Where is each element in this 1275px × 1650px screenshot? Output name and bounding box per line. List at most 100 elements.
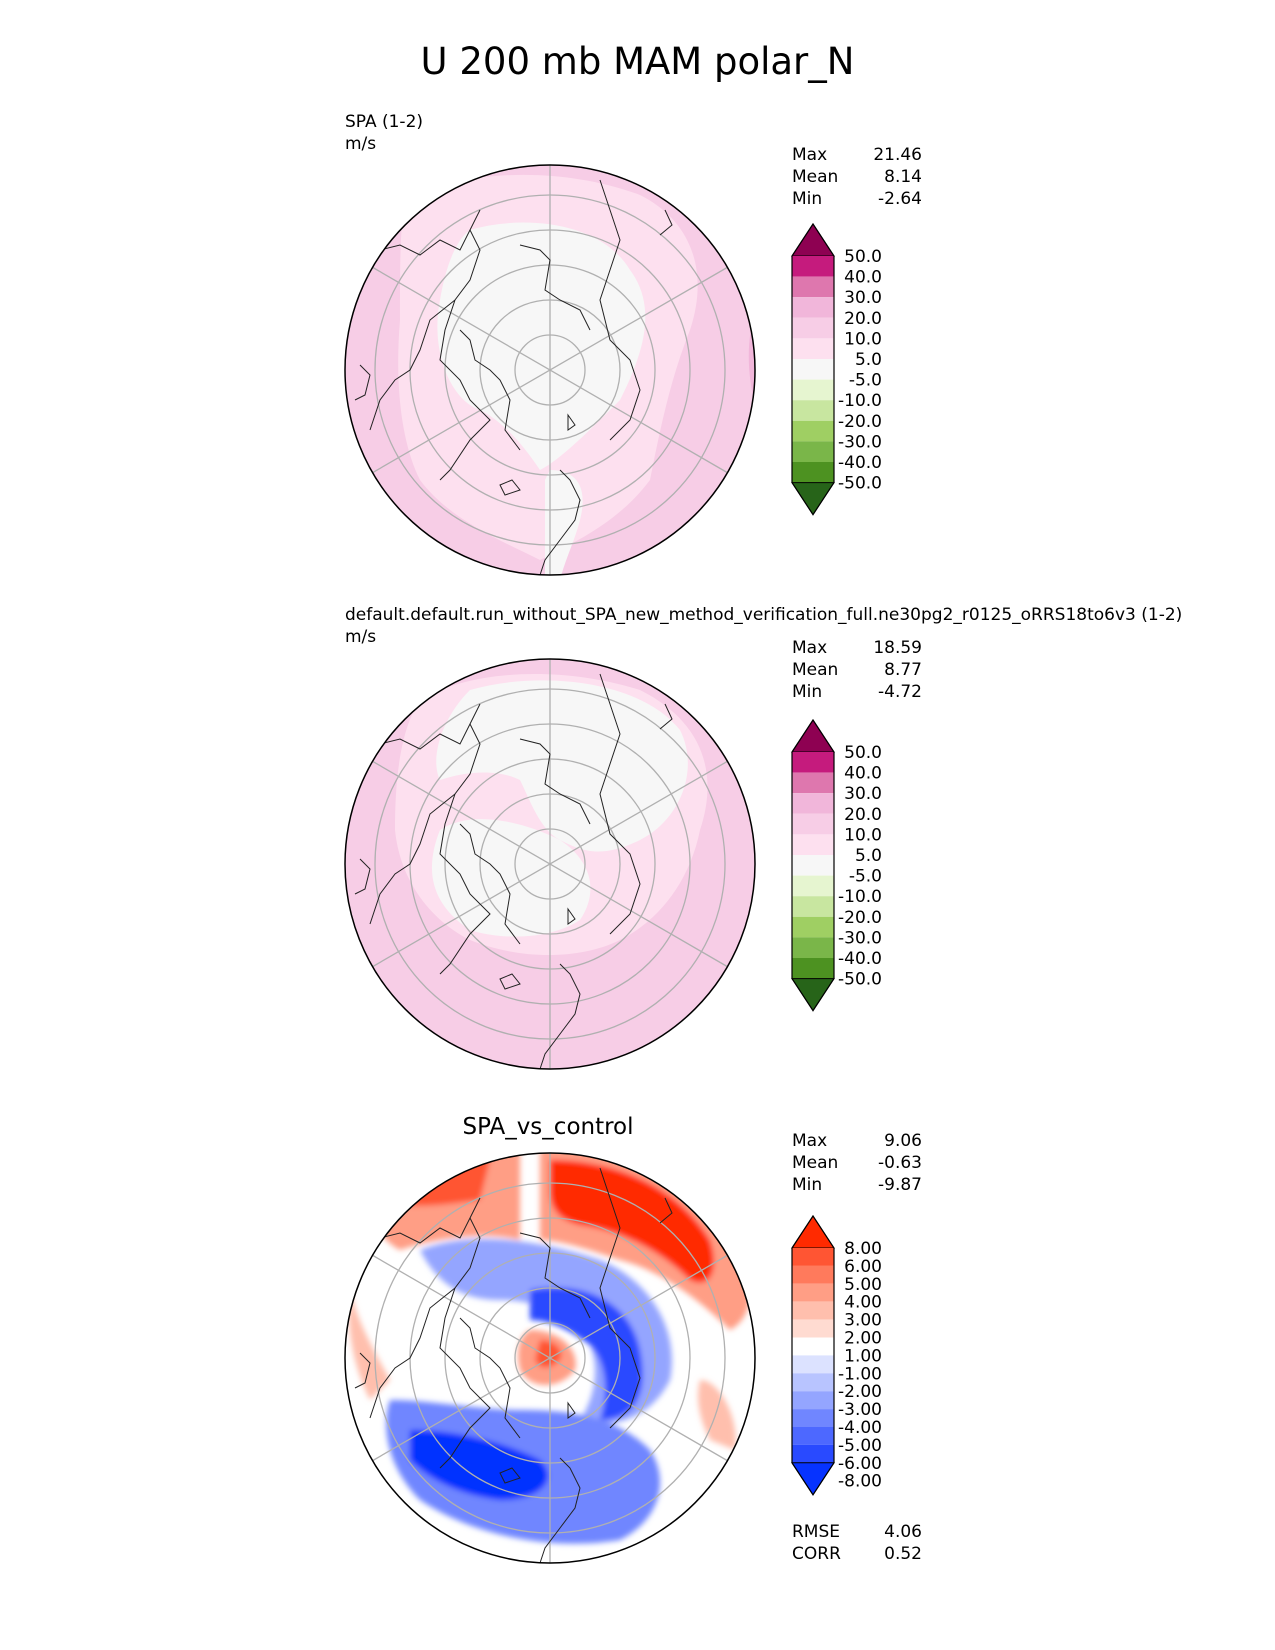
stat-min-value: -9.87 <box>878 1175 922 1195</box>
colorbar-tick-label: 2.00 <box>844 1329 882 1349</box>
colorbar-segment <box>792 1444 834 1463</box>
panel1-stats: Max 21.46 Mean 8.14 Min -2.64 <box>792 144 922 210</box>
colorbar-extend-max <box>791 719 835 753</box>
stat-mean-value: 8.14 <box>884 167 922 187</box>
colorbar-tick-label: 40.0 <box>844 268 882 288</box>
colorbar-tick-label: -10.0 <box>838 391 882 411</box>
colorbar-tick-label: -3.00 <box>838 1400 882 1420</box>
rmse-value: 4.06 <box>884 1522 922 1542</box>
corr-label: CORR <box>792 1544 841 1564</box>
colorbar-tick-label: 8.00 <box>844 1239 882 1259</box>
colorbar-extend-min <box>791 978 835 1012</box>
stat-max-value: 18.59 <box>873 638 922 658</box>
colorbar-segment <box>792 1355 834 1374</box>
stat-mean-label: Mean <box>792 167 839 187</box>
panel2-title: default.default.run_without_SPA_new_meth… <box>345 605 1183 625</box>
colorbar-segment <box>792 1337 834 1356</box>
colorbar-tick-label: -2.00 <box>838 1382 882 1402</box>
colorbar-tick-label: -5.0 <box>849 371 882 391</box>
colorbar-2: 50.040.030.020.010.05.0-5.0-10.0-20.0-30… <box>791 718 882 1012</box>
colorbar-tick-label: 6.00 <box>844 1257 882 1277</box>
map-boundary <box>344 164 756 576</box>
colorbar-tick-label: -40.0 <box>838 453 882 473</box>
map-panel-2 <box>344 658 756 1070</box>
field-fill <box>545 470 583 575</box>
colorbar-segment <box>792 297 834 318</box>
corr-value: 0.52 <box>884 1544 922 1564</box>
colorbar-tick-label: -10.0 <box>838 887 882 907</box>
colorbar-tick-label: -4.00 <box>838 1418 882 1438</box>
map-boundary <box>344 658 756 1070</box>
map-boundary <box>344 1152 756 1564</box>
stat-max-label: Max <box>792 1131 828 1151</box>
colorbar-segment <box>792 855 834 876</box>
coastlines <box>354 1167 673 1563</box>
colorbar-segment <box>792 276 834 298</box>
colorbar-tick-label: 30.0 <box>844 784 882 804</box>
colorbar-tick-label: 40.0 <box>844 764 882 784</box>
colorbar-segment <box>792 813 834 835</box>
stat-max-value: 21.46 <box>873 145 922 165</box>
colorbar-tick-label: -30.0 <box>838 432 882 452</box>
field-fill <box>550 1160 714 1283</box>
colorbar-segment <box>792 896 834 917</box>
colorbar-tick-label: 50.0 <box>844 247 882 267</box>
field-fill <box>348 1290 390 1400</box>
colorbar-segment <box>792 400 834 421</box>
colorbar-extend-max <box>791 223 835 257</box>
rmse-label: RMSE <box>792 1522 841 1542</box>
stat-min-label: Min <box>792 189 823 209</box>
colorbar-segment <box>792 916 834 938</box>
colorbar-extend-min <box>791 1462 835 1496</box>
colorbar-tick-label: -50.0 <box>838 474 882 494</box>
field-fill <box>380 1153 490 1206</box>
stat-min-value: -4.72 <box>878 682 922 702</box>
colorbar-outline <box>791 1214 835 1496</box>
colorbar-1: 50.040.030.020.010.05.0-5.0-10.0-20.0-30… <box>791 222 882 516</box>
colorbar-segment <box>792 359 834 380</box>
colorbar-segment <box>792 958 834 979</box>
field-fill <box>410 1430 548 1500</box>
stat-mean-label: Mean <box>792 660 839 680</box>
stat-mean-label: Mean <box>792 1153 839 1173</box>
colorbar-segment <box>792 441 834 462</box>
colorbar-outline <box>791 222 835 516</box>
colorbar-tick-label: -6.00 <box>838 1454 882 1474</box>
colorbar-tick-label: 50.0 <box>844 743 882 763</box>
colorbar-3: 8.006.005.004.003.002.001.00-1.00-2.00-3… <box>791 1214 882 1496</box>
coastlines <box>354 179 673 575</box>
colorbar-tick-label: -1.00 <box>838 1364 882 1384</box>
colorbar-tick-label: 3.00 <box>844 1311 882 1331</box>
field-fill <box>436 680 688 852</box>
colorbar-outline <box>791 718 835 1012</box>
colorbar-tick-label: -30.0 <box>838 928 882 948</box>
colorbar-segment <box>792 1409 834 1427</box>
colorbar-segment <box>792 1283 834 1302</box>
colorbar-segment <box>792 937 834 958</box>
coastlines <box>354 673 673 1069</box>
field-fill <box>431 819 591 937</box>
colorbar-tick-label: -8.00 <box>838 1472 882 1492</box>
panel2-units: m/s <box>345 627 377 647</box>
stat-min-label: Min <box>792 1175 823 1195</box>
colorbar-tick-label: 4.00 <box>844 1293 882 1313</box>
figure-title: U 200 mb MAM polar_N <box>420 40 855 83</box>
colorbar-segment <box>792 1265 834 1284</box>
colorbar-tick-label: 20.0 <box>844 309 882 329</box>
colorbar-segment <box>792 1319 834 1338</box>
panel3-metrics: RMSE 4.06 CORR 0.52 <box>792 1521 922 1565</box>
colorbar-tick-label: 10.0 <box>844 329 882 349</box>
map-panel-3 <box>344 1152 756 1564</box>
colorbar-segment <box>792 793 834 814</box>
colorbar-segment <box>792 772 834 794</box>
colorbar-tick-label: 1.00 <box>844 1346 882 1366</box>
panel1-units: m/s <box>345 134 377 154</box>
colorbar-tick-label: -5.00 <box>838 1436 882 1456</box>
colorbar-segment <box>792 462 834 483</box>
colorbar-extend-min <box>791 482 835 516</box>
stat-max-label: Max <box>792 638 828 658</box>
panel3-title: SPA_vs_control <box>462 1114 634 1140</box>
stat-max-label: Max <box>792 145 828 165</box>
colorbar-tick-label: -20.0 <box>838 908 882 928</box>
map-panel-1 <box>344 164 756 576</box>
